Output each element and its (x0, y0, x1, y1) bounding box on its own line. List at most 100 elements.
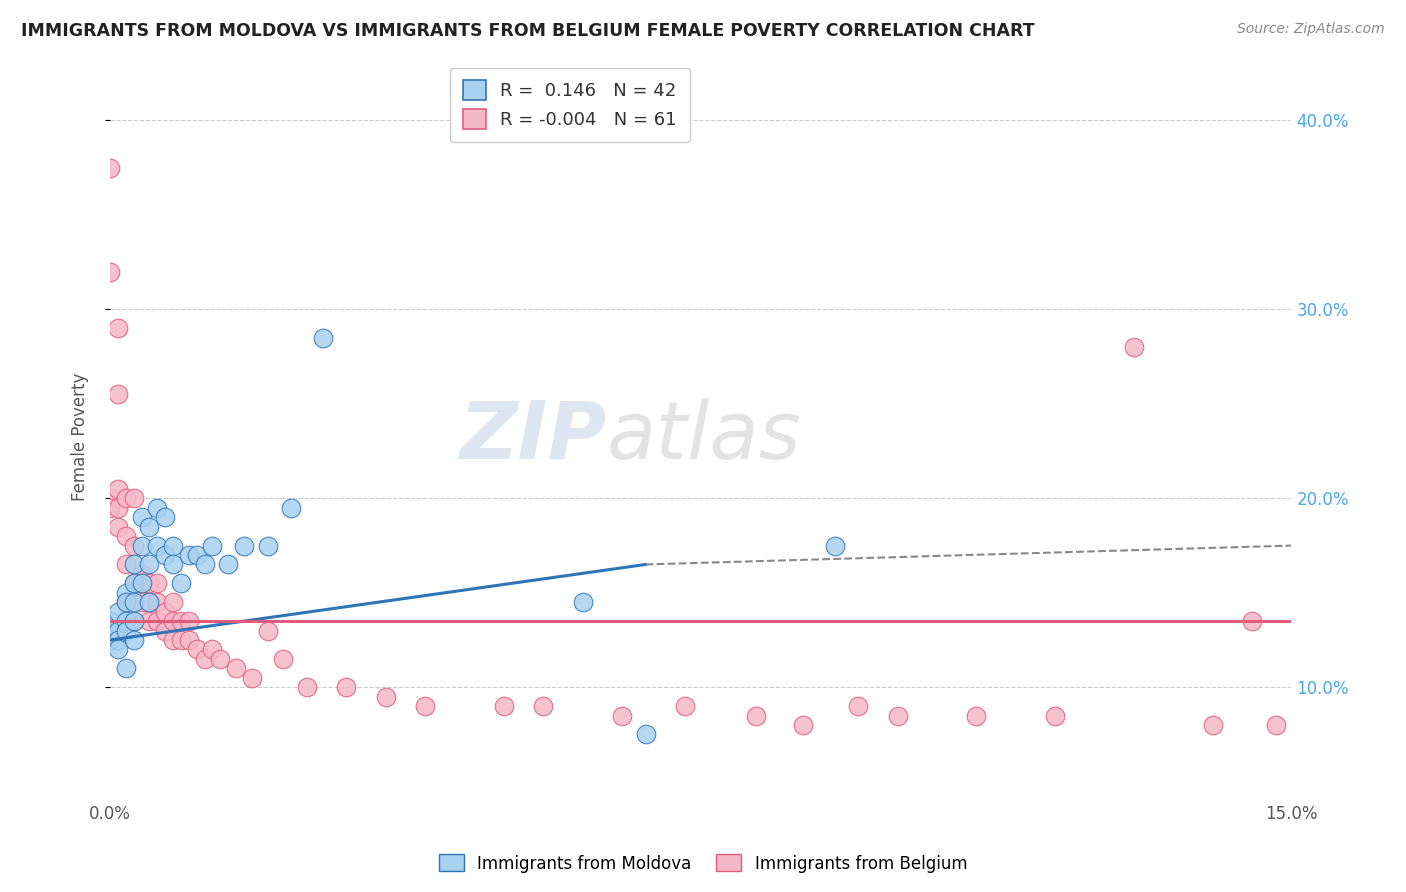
Point (824, 539, 846, 553)
Point (107, 519, 129, 533)
Point (1241, 614, 1264, 628)
Point (107, 387, 129, 401)
Point (138, 614, 160, 628)
Point (273, 652, 295, 666)
Point (146, 539, 169, 553)
Text: Source: ZipAtlas.com: Source: ZipAtlas.com (1237, 22, 1385, 37)
Point (162, 539, 184, 553)
Point (170, 576, 193, 591)
Point (153, 510, 176, 524)
Point (107, 482, 129, 496)
Point (186, 548, 208, 562)
Point (531, 699, 554, 714)
Point (138, 595, 160, 609)
Point (153, 605, 176, 619)
Point (162, 558, 184, 572)
Point (98, 500, 121, 515)
Point (177, 614, 200, 628)
Point (138, 595, 160, 609)
Point (122, 576, 145, 591)
Point (186, 642, 208, 657)
Point (170, 633, 193, 648)
Point (846, 699, 869, 714)
Point (138, 519, 160, 533)
Y-axis label: Female Poverty: Female Poverty (72, 373, 89, 501)
Point (492, 699, 515, 714)
Point (1043, 708, 1066, 723)
Point (240, 671, 263, 685)
Point (98, 614, 121, 628)
Point (225, 661, 247, 675)
Point (114, 614, 136, 628)
Point (217, 558, 239, 572)
Point (745, 708, 768, 723)
Point (571, 595, 593, 609)
Point (374, 690, 396, 704)
Point (122, 491, 145, 506)
Point (146, 500, 169, 515)
Legend: R =  0.146   N = 42, R = -0.004   N = 61: R = 0.146 N = 42, R = -0.004 N = 61 (450, 68, 689, 142)
Point (98, 624, 121, 638)
Point (1202, 718, 1225, 732)
Point (131, 566, 153, 581)
Point (131, 576, 153, 591)
Point (233, 539, 256, 553)
Point (673, 699, 696, 714)
Text: ZIP: ZIP (458, 398, 606, 476)
Point (122, 539, 145, 553)
Point (146, 614, 169, 628)
Point (114, 661, 136, 675)
Point (122, 576, 145, 591)
Point (201, 642, 224, 657)
Point (122, 614, 145, 628)
Point (792, 718, 814, 732)
Point (131, 539, 153, 553)
Point (153, 548, 176, 562)
Point (122, 558, 145, 572)
Point (1264, 718, 1286, 732)
Point (201, 539, 224, 553)
Point (177, 633, 200, 648)
Point (146, 576, 169, 591)
Point (131, 595, 153, 609)
Point (131, 576, 153, 591)
Point (162, 633, 184, 648)
Point (634, 727, 657, 741)
Point (107, 605, 129, 619)
Point (114, 491, 136, 506)
Point (194, 558, 217, 572)
Point (138, 576, 160, 591)
Point (114, 624, 136, 638)
Point (1123, 340, 1146, 354)
Point (107, 624, 129, 638)
Point (98, 161, 121, 175)
Point (256, 539, 278, 553)
Point (177, 548, 200, 562)
Point (114, 586, 136, 600)
Point (295, 680, 318, 694)
Point (98, 491, 121, 506)
Point (256, 624, 278, 638)
Point (335, 680, 357, 694)
Point (170, 614, 193, 628)
Point (98, 633, 121, 648)
Point (122, 614, 145, 628)
Point (965, 708, 987, 723)
Text: atlas: atlas (606, 398, 801, 476)
Point (209, 652, 232, 666)
Point (107, 321, 129, 335)
Point (153, 624, 176, 638)
Point (194, 652, 217, 666)
Point (107, 642, 129, 657)
Point (114, 595, 136, 609)
Point (98, 264, 121, 278)
Point (610, 708, 633, 723)
Point (114, 595, 136, 609)
Point (162, 614, 184, 628)
Point (122, 633, 145, 648)
Point (122, 595, 145, 609)
Point (107, 500, 129, 515)
Text: IMMIGRANTS FROM MOLDOVA VS IMMIGRANTS FROM BELGIUM FEMALE POVERTY CORRELATION CH: IMMIGRANTS FROM MOLDOVA VS IMMIGRANTS FR… (21, 22, 1035, 40)
Point (146, 595, 169, 609)
Legend: Immigrants from Moldova, Immigrants from Belgium: Immigrants from Moldova, Immigrants from… (432, 847, 974, 880)
